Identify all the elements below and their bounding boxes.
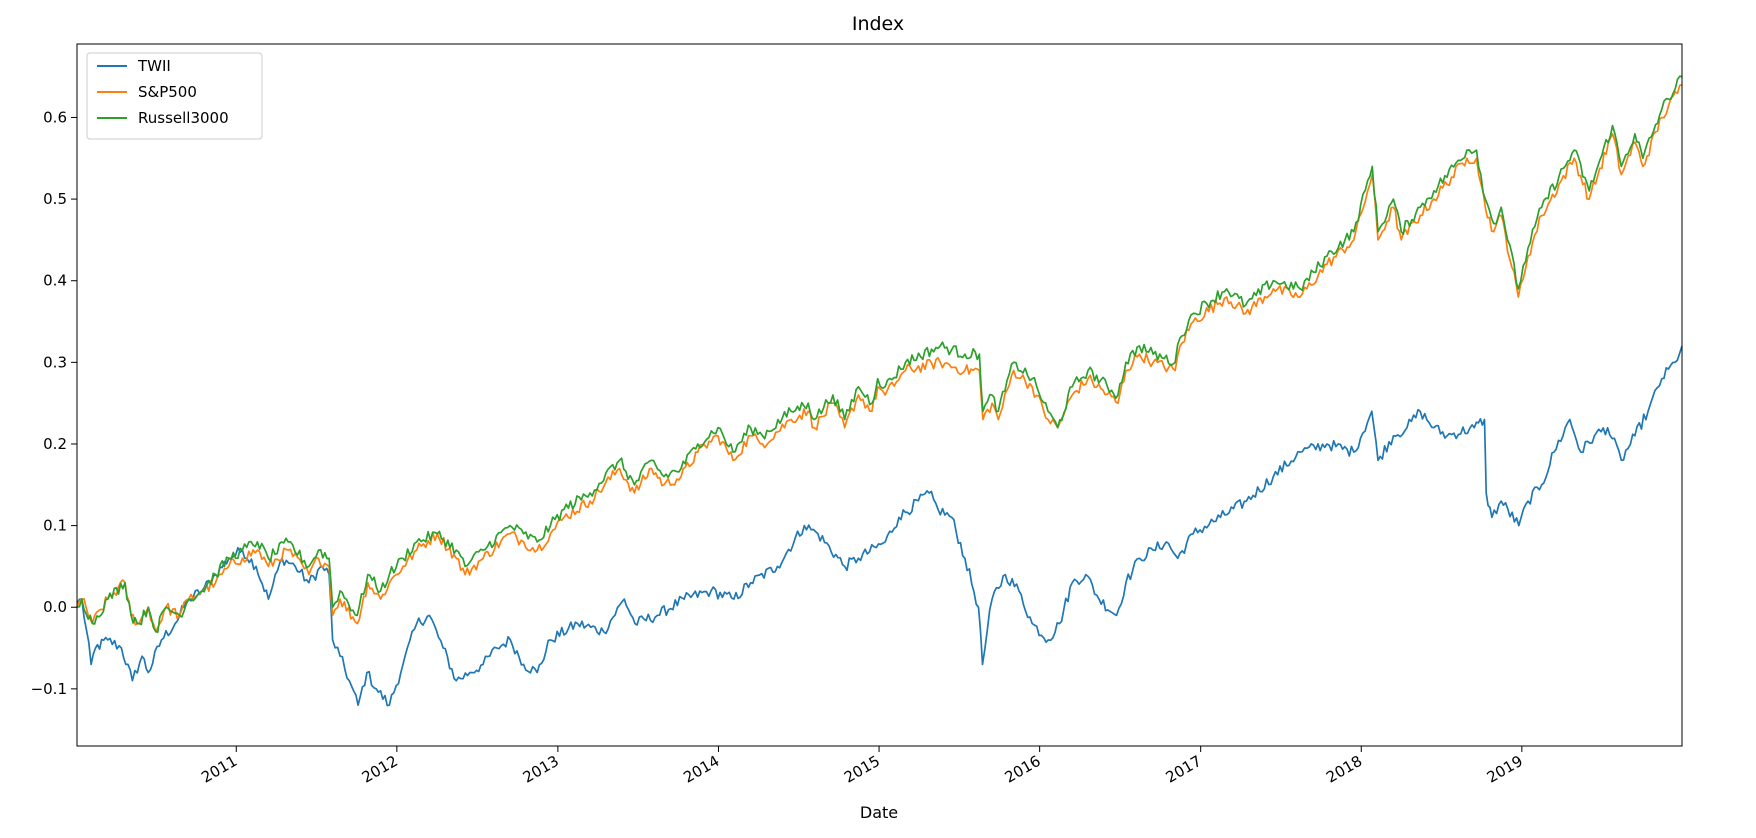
x-tick-label: 2017 (1163, 752, 1205, 787)
y-tick-label: 0.5 (43, 190, 67, 208)
y-tick-label: 0.6 (43, 108, 67, 126)
legend-box (86, 52, 263, 140)
x-axis: 2011 2012 2013 2014 2015 2016 2017 2018 2019 (198, 746, 1526, 787)
series-layer (76, 75, 1683, 707)
y-tick-label: 0.1 (43, 517, 67, 535)
x-tick-label: 2018 (1323, 752, 1365, 787)
x-tick-label: 2014 (680, 752, 722, 787)
x-tick-label: 2011 (198, 752, 240, 787)
legend-label: Russell3000 (138, 109, 229, 127)
x-axis-title: Date (860, 803, 898, 822)
x-tick-label: 2013 (520, 752, 562, 787)
legend: TWII S&P500 Russell3000 (86, 52, 263, 140)
y-tick-label: 0.3 (43, 353, 67, 371)
x-tick-label: 2016 (1002, 752, 1044, 787)
legend-label: S&P500 (138, 83, 197, 101)
y-tick-label: −0.1 (31, 680, 67, 698)
legend-items: TWII S&P500 Russell3000 (97, 57, 229, 127)
plot-frame (76, 43, 1683, 747)
series-line-0 (76, 345, 1683, 707)
x-tick-label: 2019 (1484, 752, 1526, 787)
series-line-2 (76, 75, 1683, 634)
y-axis: −0.1 0.0 0.1 0.2 0.3 0.4 0.5 0.6 (31, 108, 77, 698)
series-line-1 (76, 83, 1683, 633)
y-tick-label: 0.4 (43, 272, 67, 290)
chart-title: Index (852, 13, 904, 35)
x-tick-label: 2015 (841, 752, 883, 787)
x-tick-label: 2012 (359, 752, 401, 787)
y-tick-label: 0.2 (43, 435, 67, 453)
y-tick-label: 0.0 (43, 598, 67, 616)
legend-label: TWII (137, 57, 171, 75)
